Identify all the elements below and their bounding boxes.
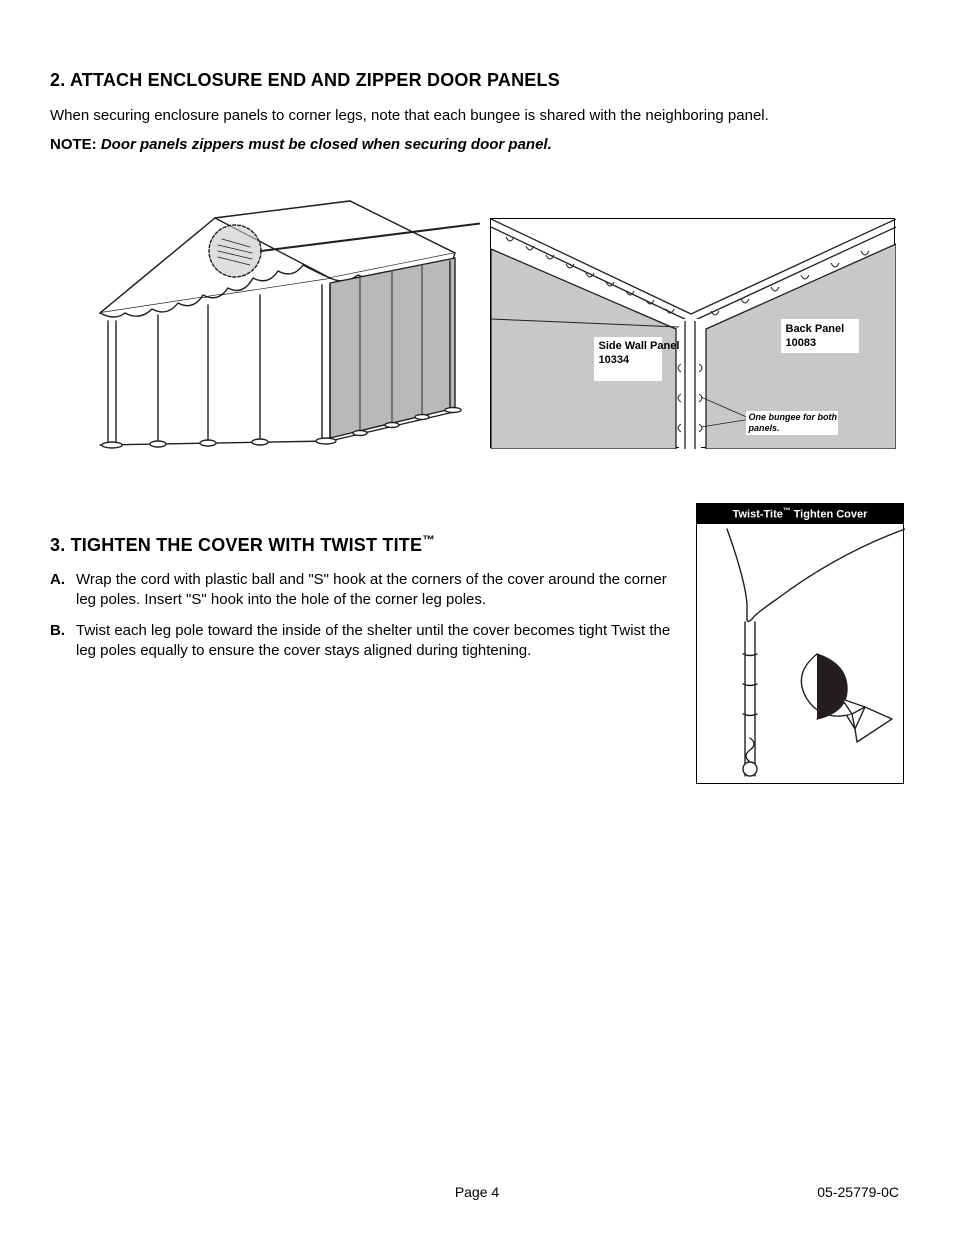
- corner-detail-diagram: Side Wall Panel 10334 Back Panel 10083 O…: [490, 218, 895, 448]
- sidewall-label: Side Wall Panel 10334: [599, 339, 680, 368]
- footer-doc-number: 05-25779-0C: [817, 1184, 899, 1200]
- section3-heading-text: 3. TIGHTEN THE COVER WITH TWIST TITE: [50, 535, 422, 555]
- section2-diagrams: Side Wall Panel 10334 Back Panel 10083 O…: [50, 193, 904, 453]
- shelter-iso-diagram: [60, 193, 480, 453]
- backpanel-part: 10083: [786, 337, 817, 349]
- shelter-iso-icon: [60, 193, 480, 453]
- section3-heading: 3. TIGHTEN THE COVER WITH TWIST TITE™: [50, 533, 676, 556]
- step-b: B. Twist each leg pole toward the inside…: [50, 621, 676, 662]
- section2-intro: When securing enclosure panels to corner…: [50, 105, 904, 126]
- backpanel-label-text: Back Panel: [786, 323, 845, 335]
- section2-heading: 2. ATTACH ENCLOSURE END AND ZIPPER DOOR …: [50, 70, 904, 91]
- footer-page-number: Page 4: [0, 1184, 954, 1200]
- tm-symbol: ™: [422, 533, 435, 547]
- step-marker: A.: [50, 570, 70, 611]
- backpanel-label: Back Panel 10083: [786, 322, 845, 351]
- section3-steps: A. Wrap the cord with plastic ball and "…: [50, 570, 676, 661]
- section3: 3. TIGHTEN THE COVER WITH TWIST TITE™ A.…: [50, 533, 904, 784]
- section2-note: NOTE: Door panels zippers must be closed…: [50, 136, 904, 153]
- section3-text: 3. TIGHTEN THE COVER WITH TWIST TITE™ A.…: [50, 533, 676, 671]
- sidewall-part: 10334: [599, 354, 630, 366]
- twist-tite-figure: Twist-Tite™ Tighten Cover: [696, 503, 904, 784]
- twist-tite-icon: [697, 524, 905, 784]
- twist-header-suffix: Tighten Cover: [791, 509, 868, 521]
- step-a: A. Wrap the cord with plastic ball and "…: [50, 570, 676, 611]
- step-text: Wrap the cord with plastic ball and "S" …: [76, 570, 676, 611]
- note-body: Door panels zippers must be closed when …: [101, 136, 552, 153]
- sidewall-label-text: Side Wall Panel: [599, 340, 680, 352]
- twist-tite-diagram: [696, 524, 904, 784]
- step-text: Twist each leg pole toward the inside of…: [76, 621, 676, 662]
- page-footer: Page 4 05-25779-0C: [0, 1184, 954, 1200]
- step-marker: B.: [50, 621, 70, 662]
- twist-tite-header: Twist-Tite™ Tighten Cover: [696, 503, 904, 524]
- note-label: NOTE:: [50, 136, 97, 153]
- twist-header-prefix: Twist-Tite: [733, 509, 783, 521]
- tm-symbol: ™: [783, 506, 791, 515]
- bungee-caption: One bungee for both panels.: [749, 412, 839, 434]
